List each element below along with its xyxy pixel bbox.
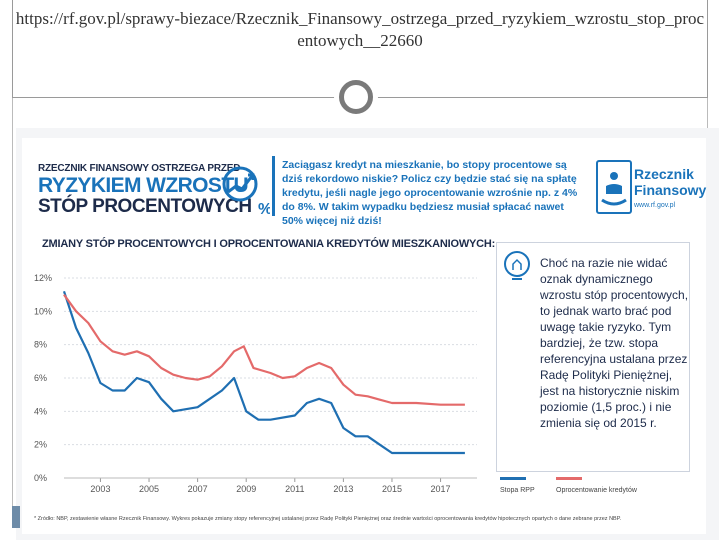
x-tick-label: 2011 — [285, 484, 304, 494]
y-tick-label: 6% — [34, 373, 47, 383]
x-tick-label: 2017 — [431, 484, 451, 494]
legend-credit-swatch — [556, 477, 582, 480]
slide-border-left — [12, 98, 13, 528]
legend-rpp: Stopa RPP — [500, 477, 535, 494]
series-line-credit — [63, 294, 465, 406]
header-divider — [272, 156, 275, 216]
logo-url: www.rf.gov.pl — [634, 202, 676, 209]
x-tick-label: 2003 — [90, 484, 110, 494]
series-line-rpp — [62, 290, 465, 455]
tip-box — [496, 242, 690, 472]
tip-text: Choć na razie nie widać oznak dynamiczne… — [540, 256, 689, 430]
header-line-3: STÓP PROCENTOWYCH — [38, 196, 252, 217]
legend-rpp-swatch — [500, 477, 526, 480]
legend-credit-label: Oprocentowanie kredytów — [556, 487, 637, 494]
y-tick-label: 2% — [34, 440, 47, 450]
logo-name-line-1: Rzecznik — [634, 166, 694, 182]
intro-paragraph: Zaciągasz kredyt na mieszkanie, bo stopy… — [282, 159, 578, 227]
rf-logo-icon — [596, 160, 632, 214]
interest-rate-chart: 0% 2% 4% 6% 8% 10% 12% 2003 2005 2007 2009 2011 2013… — [34, 273, 477, 494]
x-tick-label: 2009 — [236, 484, 256, 494]
lightbulb-icon — [504, 251, 530, 280]
x-tick-label: 2007 — [188, 484, 208, 494]
slide-accent-bar — [12, 506, 20, 528]
y-tick-label: 4% — [34, 406, 47, 416]
y-tick-label: 10% — [34, 306, 52, 316]
svg-text:%: % — [258, 201, 270, 216]
source-url: https://rf.gov.pl/sprawy-biezace/Rzeczni… — [15, 9, 705, 50]
header-line-2: RYZYKIEM WZROSTU — [38, 174, 249, 197]
x-tick-label: 2013 — [333, 484, 353, 494]
source-footnote: * Źródło: NBP, zestawienie własne Rzeczn… — [34, 516, 622, 522]
legend-credit: Oprocentowanie kredytów — [556, 477, 637, 494]
circle-ornament-icon — [339, 80, 373, 114]
y-tick-label: 8% — [34, 340, 47, 350]
header-line-1: RZECZNIK FINANSOWY OSTRZEGA PRZED — [38, 163, 241, 174]
legend-rpp-label: Stopa RPP — [500, 487, 535, 494]
rising-percent-icon: % — [222, 166, 270, 216]
y-tick-label: 0% — [34, 473, 47, 483]
chart-title: ZMIANY STÓP PROCENTOWYCH I OPROCENTOWANI… — [42, 238, 496, 250]
x-tick-label: 2005 — [139, 484, 159, 494]
logo-name-line-2: Finansowy — [634, 182, 707, 198]
x-tick-label: 2015 — [382, 484, 402, 494]
y-tick-label: 12% — [34, 273, 52, 283]
